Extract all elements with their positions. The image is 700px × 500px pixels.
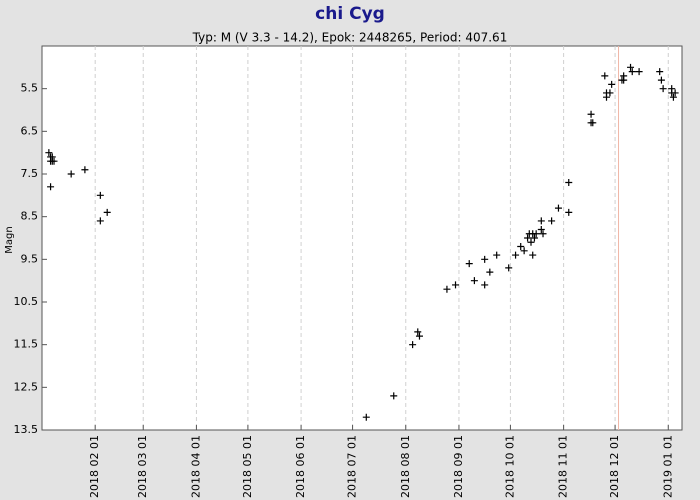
data-point — [554, 204, 562, 212]
data-point — [627, 63, 635, 71]
chart-subtitle: Typ: M (V 3.3 - 14.2), Epok: 2448265, Pe… — [192, 31, 508, 45]
data-point — [517, 243, 525, 251]
data-point — [539, 230, 547, 238]
data-point — [548, 217, 556, 225]
data-point — [606, 89, 614, 97]
data-point — [537, 225, 545, 233]
data-point — [589, 119, 597, 127]
x-tick-label: 2018 02 01 — [88, 435, 101, 498]
data-point — [659, 85, 667, 93]
data-point — [50, 157, 58, 165]
data-point — [512, 251, 520, 259]
data-point — [465, 260, 473, 268]
data-point — [587, 110, 595, 118]
x-tick-label: 2018 05 01 — [241, 435, 254, 498]
x-tick-label: 2018 03 01 — [136, 435, 149, 498]
x-tick-label: 2018 06 01 — [294, 435, 307, 498]
data-point — [452, 281, 460, 289]
data-point — [470, 277, 478, 285]
y-tick-label: 6.5 — [21, 124, 39, 137]
data-point — [414, 328, 422, 336]
data-point — [362, 413, 370, 421]
data-point — [96, 217, 104, 225]
data-point — [443, 285, 451, 293]
data-point — [520, 247, 528, 255]
x-tick-label: 2018 11 01 — [557, 435, 570, 498]
data-point — [527, 238, 535, 246]
data-point — [671, 89, 679, 97]
data-point — [628, 68, 636, 76]
x-tick-label: 2018 10 01 — [503, 435, 516, 498]
data-point — [537, 217, 545, 225]
chart-title: chi Cyg — [315, 4, 385, 24]
data-point — [505, 264, 513, 272]
y-tick-label: 12.5 — [14, 380, 39, 393]
data-point — [620, 76, 628, 84]
data-point — [103, 208, 111, 216]
data-point — [657, 76, 665, 84]
data-point — [81, 166, 89, 174]
y-tick-label: 5.5 — [21, 82, 39, 95]
data-point — [486, 268, 494, 276]
data-point — [67, 170, 75, 178]
data-point — [530, 234, 538, 242]
data-point — [493, 251, 501, 259]
x-tick-label: 2018 04 01 — [189, 435, 202, 498]
data-point — [656, 68, 664, 76]
x-tick-label: 2018 08 01 — [399, 435, 412, 498]
y-axis-label: Magn — [4, 226, 15, 253]
y-tick-label: 8.5 — [21, 210, 39, 223]
data-point — [415, 332, 423, 340]
y-tick-label: 7.5 — [21, 167, 39, 180]
data-point — [669, 93, 677, 101]
data-point — [635, 68, 643, 76]
data-point — [565, 179, 573, 187]
data-point — [481, 281, 489, 289]
data-point — [601, 72, 609, 80]
y-tick-label: 11.5 — [14, 338, 39, 351]
data-point — [532, 230, 540, 238]
data-point — [409, 341, 417, 349]
y-tick-label: 13.5 — [14, 423, 39, 436]
data-point — [524, 234, 532, 242]
x-tick-label: 2018 12 01 — [608, 435, 621, 498]
y-tick-label: 10.5 — [14, 295, 39, 308]
data-point — [96, 191, 104, 199]
plot-area — [41, 45, 683, 431]
data-point — [390, 392, 398, 400]
data-point — [47, 183, 55, 191]
data-point — [608, 80, 616, 88]
data-point — [45, 149, 53, 157]
x-tick-label: 2018 09 01 — [452, 435, 465, 498]
x-tick-label: 2018 07 01 — [346, 435, 359, 498]
data-point — [565, 208, 573, 216]
data-point — [481, 255, 489, 263]
x-tick-label: 2019 01 01 — [661, 435, 674, 498]
y-tick-label: 9.5 — [21, 252, 39, 265]
data-point — [529, 251, 537, 259]
